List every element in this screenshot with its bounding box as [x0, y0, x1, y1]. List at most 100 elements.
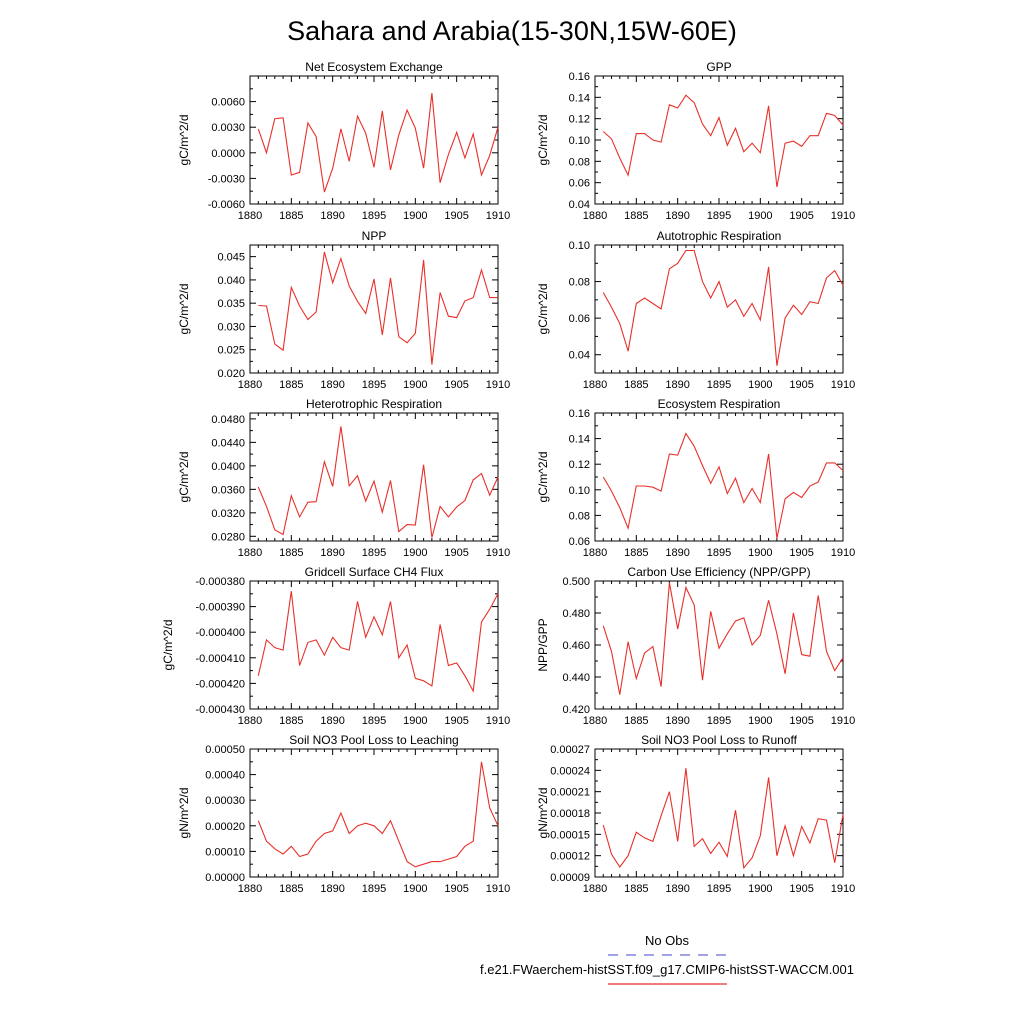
x-tick-label: 1880 [583, 883, 607, 895]
y-axis-label: gC/m^2/d [536, 284, 550, 335]
x-tick-label: 1885 [279, 210, 303, 222]
y-tick-label: -0.0060 [208, 199, 245, 211]
y-tick-label: 0.00050 [205, 744, 245, 756]
x-tick-label: 1895 [707, 547, 731, 559]
y-axis-label: gN/m^2/d [177, 788, 191, 839]
x-tick-label: 1895 [362, 715, 386, 727]
series-line [602, 432, 844, 539]
y-tick-label: 0.040 [217, 275, 245, 287]
x-tick-label: 1895 [707, 210, 731, 222]
x-tick-label: 1895 [362, 210, 386, 222]
panel-title: Soil NO3 Pool Loss to Runoff [641, 733, 798, 747]
chart-panel-6: Ecosystem Respiration 1880 1885 1890 1895 190… [536, 397, 855, 559]
y-tick-label: 0.08 [569, 156, 590, 168]
y-tick-label: 0.04 [569, 350, 590, 362]
x-tick-label: 1910 [486, 210, 510, 222]
x-tick-label: 1900 [403, 547, 427, 559]
plot-frame [594, 748, 844, 878]
x-tick-label: 1900 [748, 210, 772, 222]
panel-title: Ecosystem Respiration [658, 397, 781, 411]
x-tick-label: 1890 [665, 379, 689, 391]
y-tick-label: 0.035 [217, 298, 245, 310]
y-tick-label: 0.06 [569, 178, 590, 190]
panel-title: Heterotrophic Respiration [306, 397, 442, 411]
y-tick-label: -0.0030 [208, 173, 245, 185]
y-tick-label: 0.00020 [205, 821, 245, 833]
plot-frame [249, 748, 499, 878]
x-tick-label: 1900 [748, 379, 772, 391]
y-tick-label: 0.030 [217, 321, 245, 333]
x-tick-label: 1905 [444, 210, 468, 222]
x-tick-label: 1880 [583, 210, 607, 222]
x-tick-label: 1880 [238, 715, 262, 727]
x-tick-label: 1905 [789, 883, 813, 895]
panel-title: Carbon Use Efficiency (NPP/GPP) [627, 565, 810, 579]
y-tick-label: -0.000410 [195, 653, 245, 665]
y-tick-label: 0.0060 [211, 97, 245, 109]
y-tick-label: 0.0030 [211, 122, 245, 134]
x-tick-label: 1900 [748, 883, 772, 895]
x-tick-label: 1900 [748, 715, 772, 727]
chart-panel-1: Net Ecosystem Exchange 1880 1885 1890 1895 19… [177, 60, 510, 222]
chart-panel-5: Heterotrophic Respiration 1880 1885 1890 189… [177, 397, 510, 559]
y-tick-label: 0.025 [217, 345, 245, 357]
x-tick-label: 1910 [831, 883, 855, 895]
y-tick-label: 0.00010 [205, 846, 245, 858]
x-tick-label: 1880 [238, 547, 262, 559]
x-tick-label: 1895 [362, 379, 386, 391]
y-axis-label: gC/m^2/d [177, 115, 191, 166]
x-tick-label: 1890 [320, 547, 344, 559]
y-tick-label: -0.000390 [195, 602, 245, 614]
plot-frame [249, 412, 499, 542]
y-tick-label: -0.000420 [195, 678, 245, 690]
y-tick-label: 0.04 [569, 199, 590, 211]
y-tick-label: 0.0320 [211, 508, 245, 520]
x-tick-label: 1885 [279, 547, 303, 559]
legend-obs-label: No Obs [645, 933, 690, 948]
y-tick-label: 0.10 [569, 485, 590, 497]
y-tick-label: 0.00012 [550, 851, 590, 863]
x-tick-label: 1900 [403, 715, 427, 727]
x-tick-label: 1900 [403, 379, 427, 391]
x-tick-label: 1885 [624, 547, 648, 559]
chart-panel-3: NPP 1880 1885 1890 1895 1900 1905 1910 0.020 0.02… [177, 229, 510, 391]
y-tick-label: 0.00027 [550, 744, 590, 756]
x-tick-label: 1910 [831, 379, 855, 391]
y-axis-label: gC/m^2/d [161, 620, 175, 671]
x-tick-label: 1885 [624, 883, 648, 895]
y-tick-label: 0.00024 [550, 765, 590, 777]
y-tick-label: -0.000430 [195, 704, 245, 716]
x-tick-label: 1895 [707, 715, 731, 727]
x-tick-label: 1890 [665, 883, 689, 895]
chart-panel-9: Soil NO3 Pool Loss to Leaching 1880 1885 18… [177, 733, 510, 895]
x-tick-label: 1885 [624, 715, 648, 727]
chart-panel-8: Carbon Use Efficiency (NPP/GPP) 1880 1885 1… [536, 565, 855, 727]
y-tick-label: 0.00040 [205, 770, 245, 782]
legend: No Obs f.e21.FWaerchem-histSST.f09_g17.C… [480, 933, 854, 985]
x-tick-label: 1910 [831, 210, 855, 222]
series-line [602, 94, 844, 188]
plot-frame [594, 75, 844, 205]
x-tick-label: 1905 [789, 547, 813, 559]
y-tick-label: 0.12 [569, 114, 590, 126]
x-tick-label: 1880 [238, 379, 262, 391]
y-tick-label: 0.00009 [550, 872, 590, 884]
x-tick-label: 1905 [444, 379, 468, 391]
x-tick-label: 1895 [707, 883, 731, 895]
panel-title: Gridcell Surface CH4 Flux [305, 565, 444, 579]
x-tick-label: 1900 [748, 547, 772, 559]
series-line [257, 591, 499, 693]
y-tick-label: 0.0440 [211, 437, 245, 449]
x-tick-label: 1880 [238, 883, 262, 895]
series-line [602, 249, 844, 366]
plot-frame [249, 75, 499, 205]
x-tick-label: 1885 [279, 883, 303, 895]
x-tick-label: 1910 [831, 715, 855, 727]
series-line [257, 761, 499, 868]
y-tick-label: 0.14 [569, 434, 590, 446]
y-tick-label: 0.16 [569, 71, 590, 83]
chart-panel-10: Soil NO3 Pool Loss to Runoff 1880 1885 1890… [536, 733, 855, 895]
x-tick-label: 1885 [279, 379, 303, 391]
x-tick-label: 1890 [320, 210, 344, 222]
y-axis-label: gC/m^2/d [536, 115, 550, 166]
